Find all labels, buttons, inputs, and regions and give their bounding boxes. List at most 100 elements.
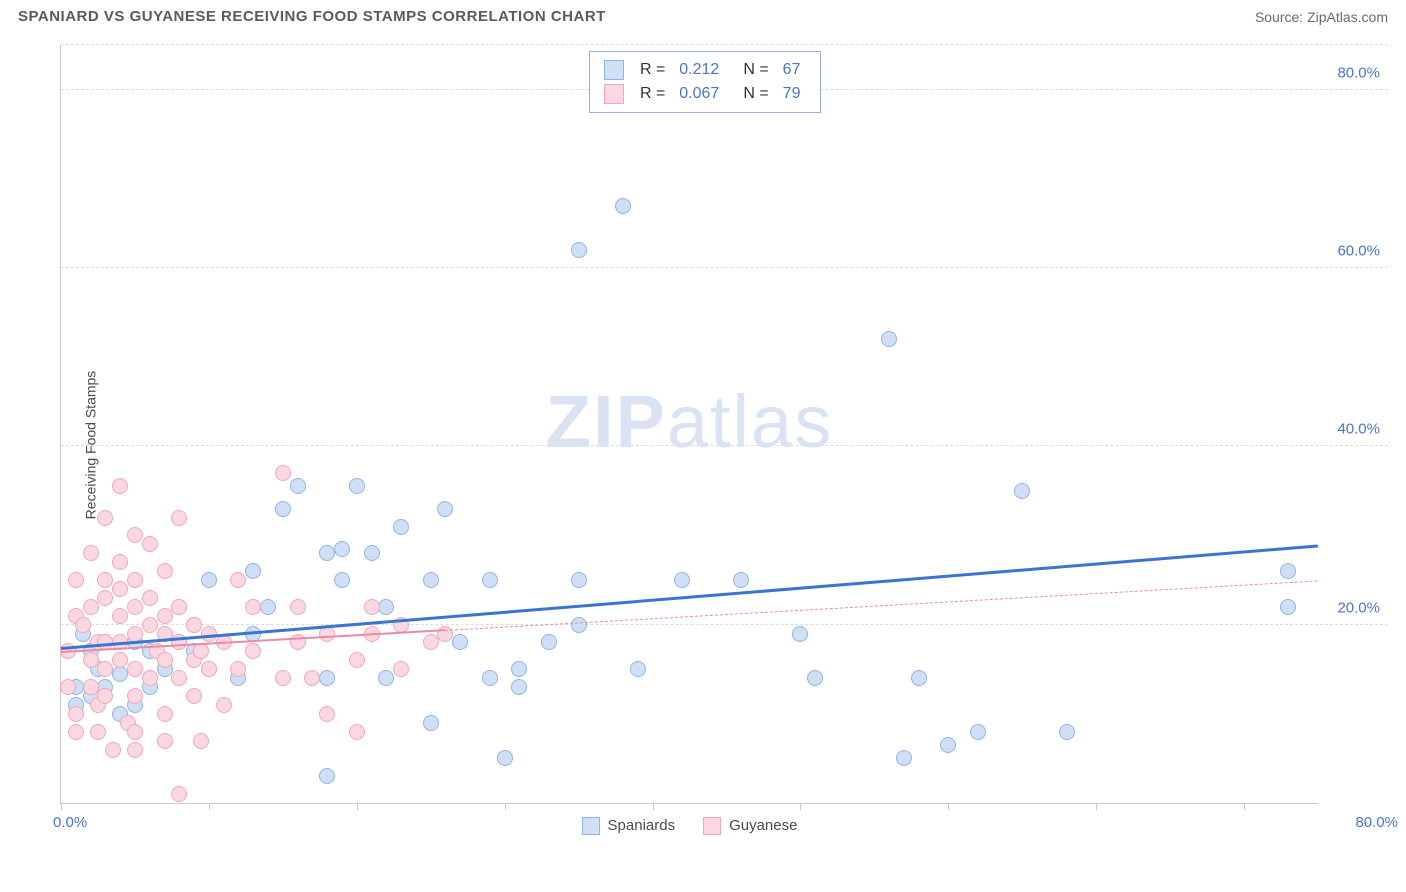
scatter-point	[127, 688, 143, 704]
scatter-point	[275, 670, 291, 686]
scatter-point	[571, 572, 587, 588]
scatter-point	[1280, 599, 1296, 615]
x-axis-min-label: 0.0%	[53, 814, 87, 831]
gridline	[61, 624, 1388, 625]
scatter-point	[245, 599, 261, 615]
scatter-point	[230, 661, 246, 677]
scatter-point	[319, 768, 335, 784]
scatter-point	[83, 599, 99, 615]
scatter-point	[260, 599, 276, 615]
scatter-point	[216, 697, 232, 713]
y-tick-label: 40.0%	[1337, 421, 1380, 438]
scatter-point	[571, 242, 587, 258]
scatter-point	[127, 661, 143, 677]
scatter-point	[733, 572, 749, 588]
scatter-point	[541, 634, 557, 650]
scatter-point	[437, 626, 453, 642]
x-tick	[1096, 803, 1097, 810]
scatter-point	[245, 643, 261, 659]
chart-source: Source: ZipAtlas.com	[1255, 9, 1388, 25]
x-tick	[209, 803, 210, 810]
x-tick	[357, 803, 358, 810]
scatter-point	[319, 545, 335, 561]
scatter-point	[334, 572, 350, 588]
scatter-point	[127, 742, 143, 758]
series-legend: SpaniardsGuyanese	[582, 817, 798, 835]
y-tick-label: 60.0%	[1337, 242, 1380, 259]
scatter-point	[940, 737, 956, 753]
x-tick	[653, 803, 654, 810]
y-tick-label: 20.0%	[1337, 599, 1380, 616]
scatter-point	[792, 626, 808, 642]
scatter-point	[127, 626, 143, 642]
scatter-point	[364, 545, 380, 561]
scatter-point	[112, 652, 128, 668]
chart-title: SPANIARD VS GUYANESE RECEIVING FOOD STAM…	[18, 8, 606, 25]
scatter-point	[157, 563, 173, 579]
trend-line	[61, 544, 1318, 650]
scatter-point	[142, 670, 158, 686]
scatter-point	[97, 688, 113, 704]
scatter-point	[807, 670, 823, 686]
scatter-point	[275, 501, 291, 517]
scatter-point	[393, 519, 409, 535]
scatter-point	[349, 724, 365, 740]
scatter-point	[1014, 483, 1030, 499]
plot-area: ZIPatlas R =0.212N =67R =0.067N =79 0.0%…	[60, 45, 1318, 804]
scatter-point	[230, 572, 246, 588]
scatter-point	[378, 670, 394, 686]
scatter-point	[896, 750, 912, 766]
scatter-point	[68, 706, 84, 722]
y-tick-label: 80.0%	[1337, 64, 1380, 81]
scatter-point	[90, 724, 106, 740]
legend-row: R =0.212N =67	[604, 58, 807, 82]
scatter-point	[349, 478, 365, 494]
x-tick	[1244, 803, 1245, 810]
scatter-point	[112, 478, 128, 494]
scatter-point	[452, 634, 468, 650]
scatter-point	[127, 724, 143, 740]
scatter-point	[378, 599, 394, 615]
scatter-point	[157, 733, 173, 749]
scatter-point	[304, 670, 320, 686]
scatter-point	[437, 501, 453, 517]
scatter-point	[275, 465, 291, 481]
scatter-point	[364, 599, 380, 615]
scatter-point	[186, 617, 202, 633]
scatter-point	[482, 670, 498, 686]
scatter-point	[127, 572, 143, 588]
scatter-point	[334, 541, 350, 557]
scatter-point	[171, 599, 187, 615]
scatter-point	[911, 670, 927, 686]
scatter-point	[423, 572, 439, 588]
scatter-point	[615, 198, 631, 214]
scatter-point	[482, 572, 498, 588]
scatter-point	[83, 652, 99, 668]
scatter-point	[201, 661, 217, 677]
scatter-point	[245, 563, 261, 579]
scatter-point	[319, 706, 335, 722]
x-tick	[948, 803, 949, 810]
scatter-point	[511, 661, 527, 677]
x-tick	[505, 803, 506, 810]
gridline	[61, 445, 1388, 446]
scatter-point	[83, 545, 99, 561]
scatter-point	[423, 634, 439, 650]
scatter-point	[142, 617, 158, 633]
scatter-point	[393, 661, 409, 677]
scatter-point	[97, 590, 113, 606]
scatter-point	[171, 510, 187, 526]
scatter-point	[1280, 563, 1296, 579]
scatter-point	[193, 733, 209, 749]
scatter-point	[571, 617, 587, 633]
scatter-point	[142, 536, 158, 552]
scatter-point	[60, 679, 76, 695]
scatter-point	[970, 724, 986, 740]
scatter-point	[142, 590, 158, 606]
scatter-point	[105, 742, 121, 758]
scatter-point	[68, 724, 84, 740]
scatter-point	[112, 581, 128, 597]
scatter-point	[157, 652, 173, 668]
scatter-point	[127, 599, 143, 615]
scatter-point	[511, 679, 527, 695]
